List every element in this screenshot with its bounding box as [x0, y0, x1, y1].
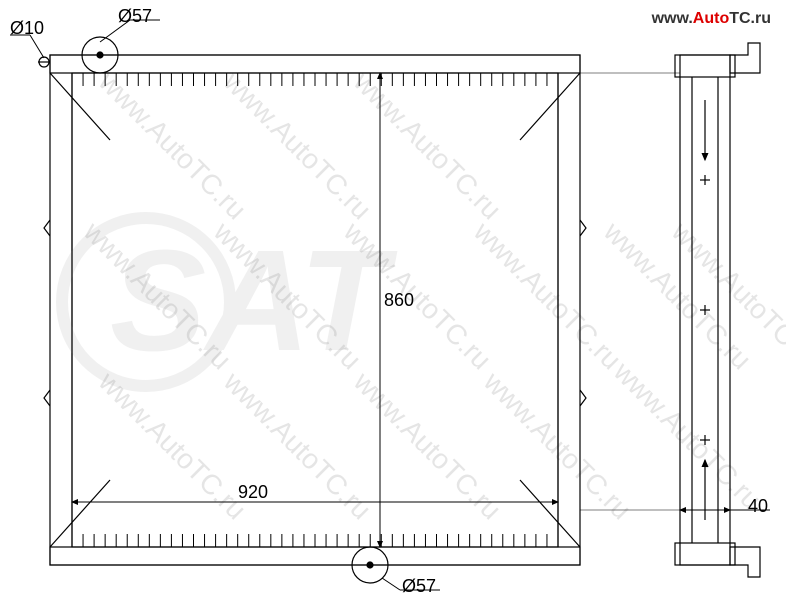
label-860: 860 — [384, 290, 414, 311]
wm-auto: Auto — [693, 10, 729, 27]
drawing-canvas: www.AutoTC.ruwww.AutoTC.ruwww.AutoTC.ruw… — [0, 0, 786, 600]
label-920: 920 — [238, 482, 268, 503]
label-d57-top: Ø57 — [118, 6, 152, 27]
wm-suffix: .ru — [751, 10, 771, 27]
label-d57-bottom: Ø57 — [402, 576, 436, 597]
svg-text:SAT: SAT — [110, 220, 398, 381]
url-watermark: www.AutoTC.ru — [652, 10, 771, 28]
label-40: 40 — [748, 496, 768, 517]
wm-prefix: www. — [652, 10, 693, 27]
wm-tc: TC — [729, 10, 750, 27]
label-d10: Ø10 — [10, 18, 44, 39]
